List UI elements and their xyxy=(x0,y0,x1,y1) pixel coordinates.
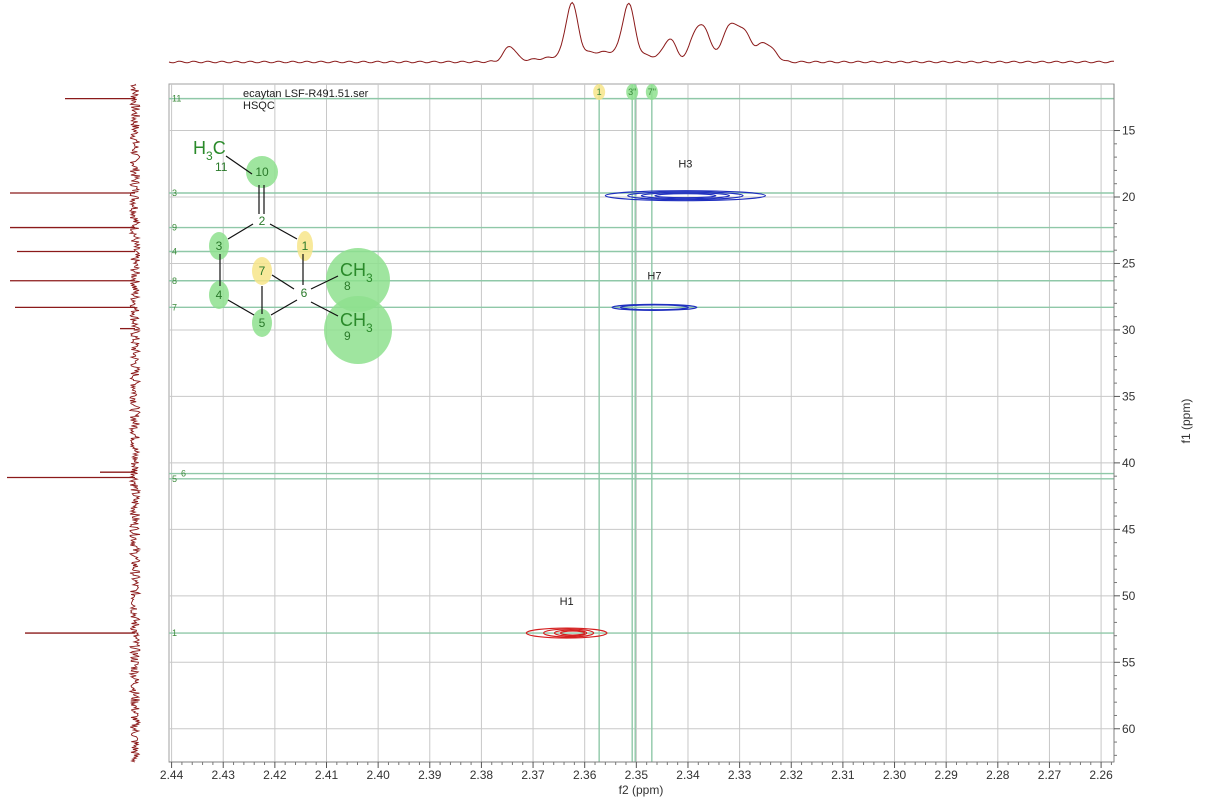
contour-ring xyxy=(604,190,767,202)
methyl-11-number: 11 xyxy=(215,160,228,174)
f1-assignment-label: 5 xyxy=(172,474,177,484)
f1-assignment-label: 11 xyxy=(172,94,181,104)
structure-bonds xyxy=(219,155,339,317)
contour-ring xyxy=(627,191,744,201)
contour-ring xyxy=(640,192,731,200)
x-tick-label: 2.34 xyxy=(676,768,700,782)
peak-label: H3 xyxy=(678,159,692,171)
y-tick-label: 50 xyxy=(1122,589,1136,603)
f1-assignment-label: 8 xyxy=(172,276,177,286)
x-tick-label: 2.26 xyxy=(1089,768,1113,782)
y-axis: 15 20 25 30 35 40 45 50 55 60 xyxy=(1113,84,1136,762)
y-axis-title: f1 (ppm) xyxy=(1179,399,1193,444)
x-tick-label: 2.31 xyxy=(831,768,855,782)
x-tick-label: 2.40 xyxy=(366,768,390,782)
y-tick-label: 30 xyxy=(1122,323,1136,337)
x-tick-label: 2.42 xyxy=(263,768,287,782)
methyl-9-group: CH3 xyxy=(340,310,373,335)
atom-number: 7 xyxy=(259,264,266,278)
f1-assignment-label: 6 xyxy=(181,469,186,479)
f2-assignment-marker xyxy=(626,84,639,100)
methyl-group-h3c: H3C xyxy=(193,138,226,163)
f2-assignment-label: 1 xyxy=(597,87,602,97)
y-tick-label: 60 xyxy=(1122,722,1136,736)
f2-assignment-label: 3" xyxy=(628,87,636,97)
methyl-8-group: CH3 xyxy=(340,260,373,285)
f2-assignment-marker xyxy=(593,84,606,100)
y-tick-label: 35 xyxy=(1122,389,1136,403)
x-tick-label: 2.39 xyxy=(418,768,442,782)
f2-assignment-label: 7" xyxy=(648,87,656,97)
peak-label: H1 xyxy=(560,596,574,608)
atom-number: 6 xyxy=(301,286,308,300)
x-axis-title: f2 (ppm) xyxy=(619,783,664,797)
atom-number: 8 xyxy=(344,279,351,293)
f2-assignment-marker xyxy=(645,84,658,100)
x-tick-label: 2.36 xyxy=(573,768,597,782)
atom-highlight xyxy=(252,257,272,285)
atom-highlights xyxy=(209,156,392,364)
experiment-type: HSQC xyxy=(243,100,275,112)
atom-highlight xyxy=(252,309,272,337)
contour-ring xyxy=(543,628,595,638)
molecule-structure: 10 2 1 3 7 6 4 5 8 9 H3C 11 CH3 CH3 xyxy=(193,138,392,364)
x-tick-label: 2.29 xyxy=(934,768,958,782)
spectrum-title: ecaytan LSF-R491.51.ser xyxy=(243,88,369,100)
y-tick-label: 40 xyxy=(1122,456,1136,470)
peak-label: H7 xyxy=(647,270,661,282)
atom-highlight xyxy=(326,248,390,312)
f1-assignment-label: 4 xyxy=(172,247,177,257)
x-tick-label: 2.35 xyxy=(625,768,649,782)
y-tick-label: 45 xyxy=(1122,522,1136,536)
y-tick-label: 55 xyxy=(1122,655,1136,669)
atom-number: 10 xyxy=(255,165,269,179)
atom-highlight xyxy=(246,156,278,188)
atom-highlight xyxy=(209,232,229,260)
contour-ring xyxy=(619,304,689,311)
x-tick-label: 2.43 xyxy=(212,768,236,782)
plot-frame xyxy=(168,83,1115,763)
x-tick-label: 2.38 xyxy=(470,768,494,782)
y-tick-label: 25 xyxy=(1122,256,1136,270)
contour-ring xyxy=(654,193,717,199)
y-tick-label: 20 xyxy=(1122,190,1136,204)
f1-projection-noise xyxy=(128,83,142,763)
atom-number: 3 xyxy=(216,239,223,253)
x-tick-label: 2.32 xyxy=(780,768,804,782)
y-tick-label: 15 xyxy=(1122,124,1136,138)
x-tick-label: 2.27 xyxy=(1038,768,1062,782)
x-tick-label: 2.37 xyxy=(521,768,545,782)
f2-projection-path xyxy=(168,1,1115,64)
contour-ring xyxy=(525,627,608,639)
f1-projection-trace xyxy=(7,83,142,763)
atom-highlight xyxy=(297,231,313,261)
x-tick-label: 2.44 xyxy=(160,768,184,782)
x-axis: 2.44 2.43 2.42 2.41 2.40 2.39 2.38 2.37 2.36 2.35… xyxy=(160,761,1114,782)
f1-assignment-label: 7 xyxy=(172,302,177,312)
f1-assignment-label: 3 xyxy=(172,188,177,198)
atom-highlight xyxy=(324,296,392,364)
x-tick-label: 2.33 xyxy=(728,768,752,782)
atom-number: 1 xyxy=(302,239,309,253)
f2-projection-trace xyxy=(168,1,1115,64)
x-tick-label: 2.30 xyxy=(883,768,907,782)
atom-highlight xyxy=(209,281,229,309)
atom-number: 9 xyxy=(344,329,351,343)
x-tick-label: 2.41 xyxy=(315,768,339,782)
f1-assignment-label: 1 xyxy=(172,628,177,638)
atom-number: 5 xyxy=(259,316,266,330)
contour-peaks: H3 H7 H1 xyxy=(525,159,767,639)
atom-number: 4 xyxy=(216,288,223,302)
atom-number: 2 xyxy=(259,214,266,228)
atom-numbers: 10 2 1 3 7 6 4 5 8 9 xyxy=(216,165,351,343)
contour-ring xyxy=(553,629,588,637)
f1-assignment-label: 9 xyxy=(172,223,177,233)
contour-ring xyxy=(559,630,586,636)
x-tick-label: 2.28 xyxy=(986,768,1010,782)
